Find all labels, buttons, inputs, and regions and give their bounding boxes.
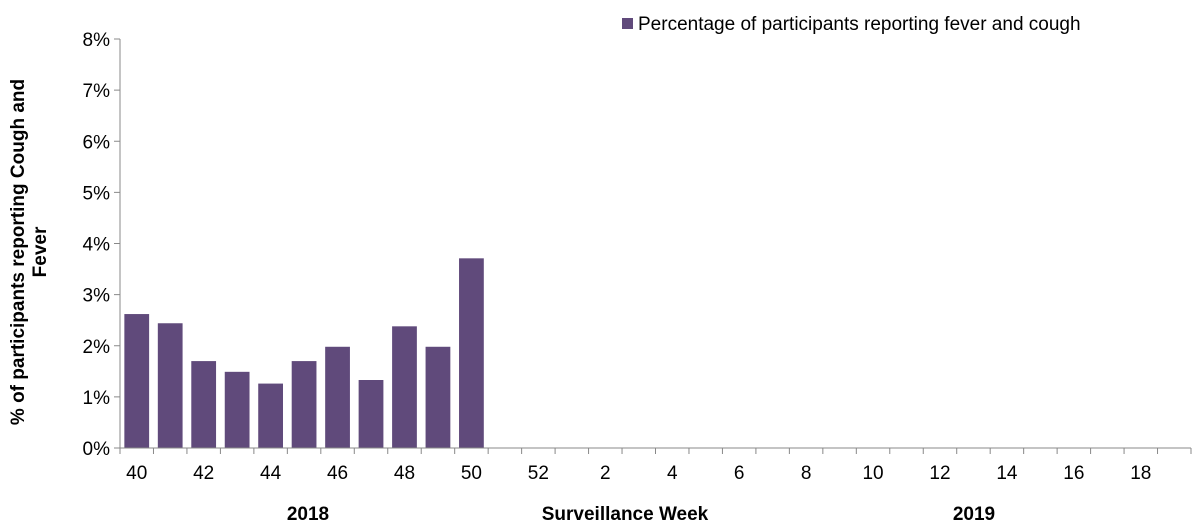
bar-week-49	[425, 346, 451, 448]
y-axis-title-line2: Fever	[30, 226, 51, 277]
bar-group	[124, 258, 484, 448]
y-tick-label: 4%	[83, 235, 111, 256]
x-tick-label: 52	[528, 463, 549, 484]
x-tick-label: 18	[1130, 463, 1151, 484]
x-tick-label: 6	[734, 463, 745, 484]
bar-week-48	[392, 326, 417, 448]
y-tick-label: 1%	[83, 388, 111, 409]
y-tick-group: 0% 1% 2% 3% 4% 5% 6% 7% 8%	[83, 30, 120, 460]
y-tick-label: 7%	[83, 81, 111, 102]
legend-label: Percentage of participants reporting fev…	[638, 14, 1081, 35]
legend: Percentage of participants reporting fev…	[622, 14, 1081, 35]
y-tick-label: 0%	[83, 439, 111, 460]
y-tick-label: 3%	[83, 286, 111, 307]
x-tick-label: 12	[929, 463, 950, 484]
bar-week-41	[157, 323, 183, 448]
x-tick-group: 40 42 44 46 48 50 52 2 4 6 8 10 12 14 16 18	[119, 448, 1192, 484]
x-tick-label: 46	[327, 463, 348, 484]
x-tick-label: 8	[801, 463, 812, 484]
x-tick-label: 16	[1063, 463, 1084, 484]
x-tick-label: 4	[667, 463, 678, 484]
x-tick-label: 50	[461, 463, 482, 484]
y-tick-label: 5%	[83, 183, 111, 204]
year-label-2019: 2019	[953, 504, 995, 525]
bar-week-43	[224, 371, 250, 448]
bar-week-44	[258, 383, 283, 448]
x-tick-label: 14	[996, 463, 1018, 484]
x-tick-label: 40	[126, 463, 147, 484]
y-tick-label: 6%	[83, 132, 111, 153]
x-tick-label: 10	[862, 463, 883, 484]
legend-swatch	[622, 18, 633, 29]
bar-week-45	[291, 361, 317, 448]
y-tick-label: 8%	[83, 30, 111, 51]
year-label-2018: 2018	[287, 504, 329, 525]
bar-week-47	[358, 380, 384, 448]
x-tick-label: 42	[193, 463, 214, 484]
x-tick-label: 48	[394, 463, 415, 484]
y-tick-label: 2%	[83, 337, 111, 358]
bar-week-50	[459, 258, 484, 448]
bar-week-42	[191, 361, 217, 448]
bar-week-40	[124, 314, 150, 448]
x-tick-label: 2	[600, 463, 611, 484]
x-axis-title: Surveillance Week	[542, 504, 709, 525]
y-axis-title-line1: % of participants reporting Cough and	[8, 79, 29, 425]
x-tick-label: 44	[260, 463, 282, 484]
bar-week-46	[325, 346, 350, 448]
